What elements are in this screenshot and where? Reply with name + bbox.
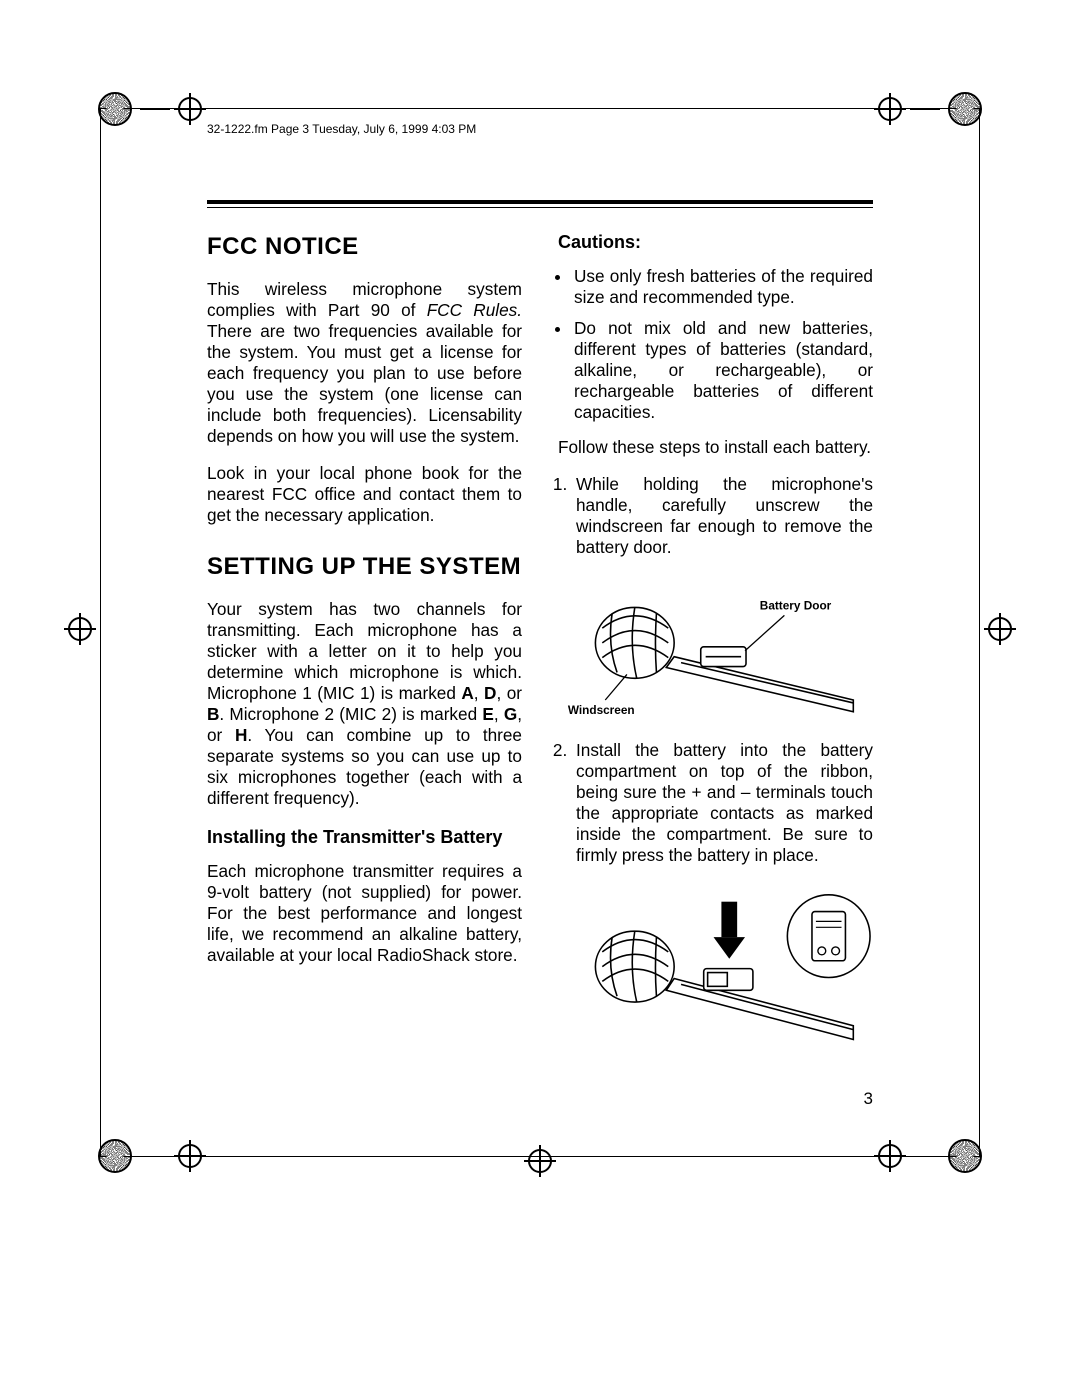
crop-mark-bl	[98, 1139, 202, 1173]
crop-line-right	[979, 108, 980, 1157]
mark-g: G	[504, 704, 517, 724]
mark-b: B	[207, 704, 219, 724]
text: . Microphone 2 (MIC 2) is marked	[219, 704, 482, 724]
crop-mark-ml	[68, 617, 92, 641]
text: . You can combine up to three separate s…	[207, 725, 522, 808]
fig1-label-battery-door: Battery Door	[760, 598, 832, 612]
crop-mark-bc	[528, 1149, 552, 1173]
fcc-rules-italic: FCC Rules.	[427, 300, 522, 320]
install-step-1: While holding the microphone's handle, c…	[572, 474, 873, 558]
heading-cautions: Cautions:	[558, 232, 873, 254]
crop-mark-tr	[878, 92, 982, 126]
setup-paragraph: Your system has two channels for transmi…	[207, 599, 522, 809]
install-steps-list: While holding the microphone's handle, c…	[572, 474, 873, 558]
column-right: Cautions: Use only fresh batteries of th…	[558, 232, 873, 1137]
mark-e: E	[482, 704, 493, 724]
install-step-2: Install the battery into the battery com…	[572, 740, 873, 866]
fcc-paragraph-2: Look in your local phone book for the ne…	[207, 463, 522, 526]
arrow-down-icon	[714, 902, 746, 959]
mark-a: A	[461, 683, 473, 703]
battery-paragraph: Each microphone transmitter requires a 9…	[207, 861, 522, 966]
cautions-list: Use only fresh batteries of the required…	[572, 266, 873, 423]
crop-mark-mr	[988, 617, 1012, 641]
crop-line-top	[100, 108, 980, 109]
mark-d: D	[484, 683, 496, 703]
install-steps-list-2: Install the battery into the battery com…	[572, 740, 873, 866]
crop-mark-br	[878, 1139, 982, 1173]
install-steps-intro: Follow these steps to install each batte…	[558, 437, 873, 458]
text: There are two frequencies available for …	[207, 321, 522, 446]
header-rule	[207, 200, 873, 208]
caution-item-2: Do not mix old and new batteries, differ…	[572, 318, 873, 423]
mark-h: H	[235, 725, 247, 745]
fcc-paragraph-1: This wireless microphone system complies…	[207, 279, 522, 447]
content-area: FCC NOTICE This wireless microphone syst…	[207, 232, 873, 1137]
figure-mic-battery-door: Battery Door Windscreen	[558, 574, 873, 722]
crop-line-left	[100, 108, 101, 1157]
column-left: FCC NOTICE This wireless microphone syst…	[207, 232, 522, 1137]
page-header: 32-1222.fm Page 3 Tuesday, July 6, 1999 …	[207, 122, 873, 136]
crop-mark-tl	[98, 92, 202, 126]
page-number: 3	[864, 1089, 873, 1109]
heading-fcc-notice: FCC NOTICE	[207, 232, 522, 261]
text: , or	[496, 683, 522, 703]
figure-mic-insert-battery	[558, 882, 873, 1049]
caution-item-1: Use only fresh batteries of the required…	[572, 266, 873, 308]
battery-detail-inset	[787, 895, 870, 978]
text: Your system has two channels for transmi…	[207, 599, 522, 703]
heading-setting-up: SETTING UP THE SYSTEM	[207, 552, 522, 581]
fig1-label-windscreen: Windscreen	[568, 703, 635, 717]
heading-install-battery: Installing the Transmitter's Battery	[207, 827, 522, 849]
